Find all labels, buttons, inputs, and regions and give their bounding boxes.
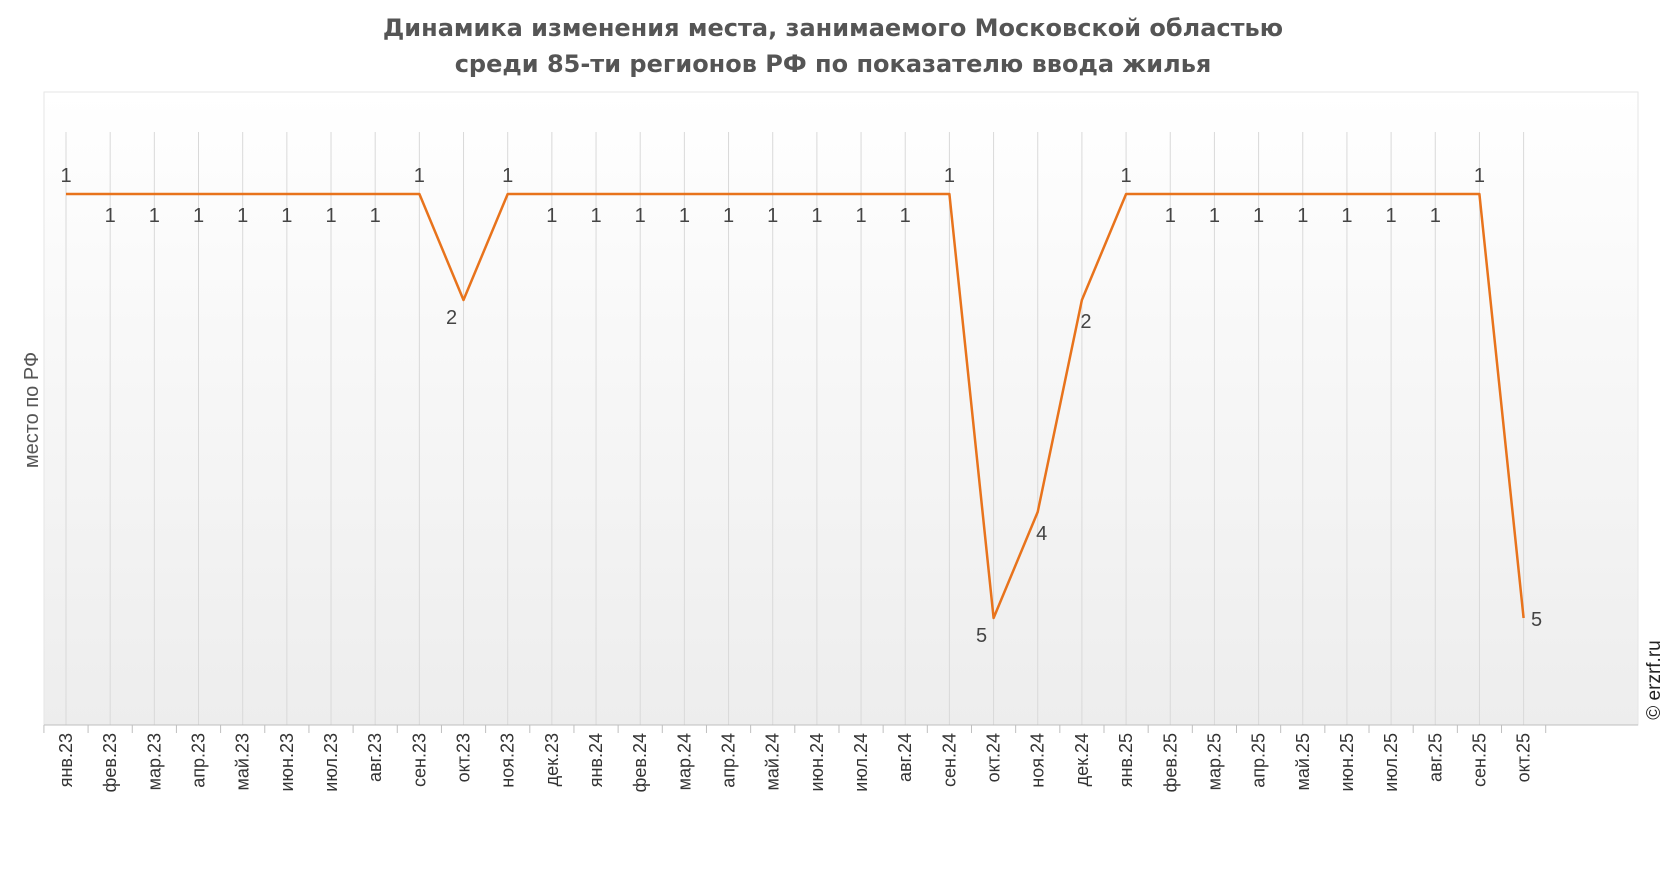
x-tick-label: мар.23 (144, 733, 164, 790)
chart-title-line-2: среди 85-ти регионов РФ по показателю вв… (454, 50, 1212, 78)
x-tick-label: окт.24 (984, 733, 1004, 782)
x-tick-label: июн.25 (1337, 733, 1357, 792)
data-label: 1 (679, 205, 690, 227)
data-label: 1 (1121, 165, 1132, 187)
x-tick-label: дек.23 (542, 733, 562, 786)
x-tick-label: июл.25 (1381, 733, 1401, 792)
data-label: 1 (546, 205, 557, 227)
x-tick-label: авг.23 (365, 733, 385, 782)
data-label: 1 (1341, 205, 1352, 227)
x-tick-label: ноя.23 (498, 733, 518, 788)
x-tick-label: мар.24 (674, 733, 694, 790)
data-label: 1 (723, 205, 734, 227)
data-label: 1 (1297, 205, 1308, 227)
data-label: 1 (60, 165, 71, 187)
data-label: 1 (811, 205, 822, 227)
x-tick-label: июл.23 (321, 733, 341, 792)
x-tick-label: сен.23 (409, 733, 429, 787)
data-label: 1 (1474, 165, 1485, 187)
x-tick-label: фев.25 (1160, 733, 1180, 792)
data-labels: 1 1 1 1 1 1 1 1 1 2 1 1 1 1 1 1 1 1 1 1 1 5 4 2 1 1 1 1 1 1 1 1 1 5 (60, 165, 1542, 647)
data-label: 1 (370, 205, 381, 227)
data-label: 1 (1165, 205, 1176, 227)
data-label: 1 (281, 205, 292, 227)
y-axis-label: место по РФ (21, 352, 43, 468)
data-label: 5 (976, 625, 987, 647)
data-label: 1 (900, 205, 911, 227)
data-label: 1 (635, 205, 646, 227)
data-label: 2 (446, 307, 457, 329)
data-label: 1 (590, 205, 601, 227)
x-tick-label: фев.24 (630, 733, 650, 792)
x-tick-label: дек.24 (1072, 733, 1092, 786)
chart-title-line-1: Динамика изменения места, занимаемого Мо… (382, 14, 1284, 42)
series-line-group (66, 192, 1525, 620)
data-label: 1 (325, 205, 336, 227)
data-label: 1 (1430, 205, 1441, 227)
x-tick-label: янв.24 (586, 733, 606, 787)
data-label: 1 (1386, 205, 1397, 227)
x-tick-label: июл.24 (851, 733, 871, 792)
x-tick-label: окт.23 (454, 733, 474, 782)
x-tick-label: апр.24 (719, 733, 739, 788)
x-tick-label: апр.23 (189, 733, 209, 788)
x-tick-label: июн.23 (277, 733, 297, 792)
data-label: 1 (105, 205, 116, 227)
data-label: 1 (414, 165, 425, 187)
x-tick-label: янв.25 (1116, 733, 1136, 787)
x-tick-label: май.24 (763, 733, 783, 790)
data-label: 1 (767, 205, 778, 227)
x-tick-label: сен.25 (1469, 733, 1489, 787)
data-label: 1 (944, 165, 955, 187)
x-tick-label: май.25 (1293, 733, 1313, 790)
x-tick-label: ноя.24 (1028, 733, 1048, 788)
x-tick-label: сен.24 (939, 733, 959, 787)
x-tick-label: май.23 (233, 733, 253, 790)
x-tick-label: окт.25 (1514, 733, 1534, 782)
chart-title: Динамика изменения места, занимаемого Мо… (0, 10, 1666, 82)
plot-area (43, 91, 1639, 726)
data-label: 1 (237, 205, 248, 227)
data-label: 1 (855, 205, 866, 227)
x-tick-label: мар.25 (1204, 733, 1224, 790)
grid-lines (65, 132, 1525, 725)
series-line (66, 192, 1525, 620)
data-label: 1 (502, 165, 513, 187)
x-tick-label: июн.24 (807, 733, 827, 792)
data-label: 2 (1080, 311, 1091, 333)
x-tick-label: апр.25 (1249, 733, 1269, 788)
data-label: 1 (149, 205, 160, 227)
x-tick-label: янв.23 (56, 733, 76, 787)
x-tick-label: авг.25 (1425, 733, 1445, 782)
credit-text: © erzrf.ru (1644, 640, 1665, 719)
data-label: 1 (1253, 205, 1264, 227)
data-label: 4 (1036, 523, 1047, 545)
data-label: 1 (1209, 205, 1220, 227)
x-axis: янв.23 фев.23 мар.23 апр.23 май.23 июн.23 июл.… (43, 724, 1638, 792)
x-tick-label: фев.23 (100, 733, 120, 792)
data-label: 1 (193, 205, 204, 227)
x-tick-label: авг.24 (895, 733, 915, 782)
data-label: 5 (1531, 609, 1542, 631)
